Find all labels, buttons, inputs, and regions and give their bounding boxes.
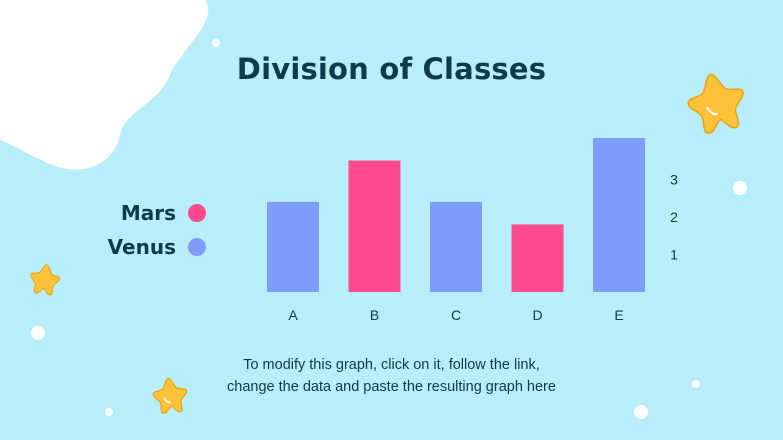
dot-decoration xyxy=(692,380,700,388)
dot-decoration xyxy=(105,408,113,416)
dot-decoration xyxy=(733,181,747,195)
legend-item-mars: Mars xyxy=(90,196,206,230)
caption-line-2: change the data and paste the resulting … xyxy=(227,379,556,395)
x-tick-label: B xyxy=(370,307,379,323)
chart-legend: Mars Venus xyxy=(90,196,206,264)
y-tick-label: 2 xyxy=(670,209,678,225)
bar-b[interactable] xyxy=(348,160,401,292)
caption-text: To modify this graph, click on it, follo… xyxy=(0,354,783,398)
star-icon xyxy=(30,264,61,296)
bar-a[interactable] xyxy=(267,201,319,292)
slide-title: Division of Classes xyxy=(236,52,547,86)
y-tick-label: 3 xyxy=(670,171,678,187)
legend-label-venus: Venus xyxy=(107,235,176,259)
bar-c[interactable] xyxy=(430,201,482,292)
dot-decoration xyxy=(634,405,648,419)
x-tick-label: A xyxy=(288,307,298,323)
legend-item-venus: Venus xyxy=(90,230,206,264)
x-tick-label: C xyxy=(451,307,461,323)
star-icon xyxy=(152,377,188,414)
caption-line-1: To modify this graph, click on it, follo… xyxy=(243,357,540,373)
x-tick-label: E xyxy=(614,307,623,323)
bar-e[interactable] xyxy=(593,138,645,292)
legend-label-mars: Mars xyxy=(120,201,176,225)
bar-d[interactable] xyxy=(511,224,564,292)
dot-decoration xyxy=(212,39,220,47)
legend-swatch-venus xyxy=(188,238,206,256)
dot-decoration xyxy=(31,326,45,340)
y-tick-label: 1 xyxy=(670,246,678,262)
legend-swatch-mars xyxy=(188,204,206,222)
white-blob xyxy=(0,0,209,170)
star-icon xyxy=(687,73,744,134)
x-tick-label: D xyxy=(532,307,542,323)
